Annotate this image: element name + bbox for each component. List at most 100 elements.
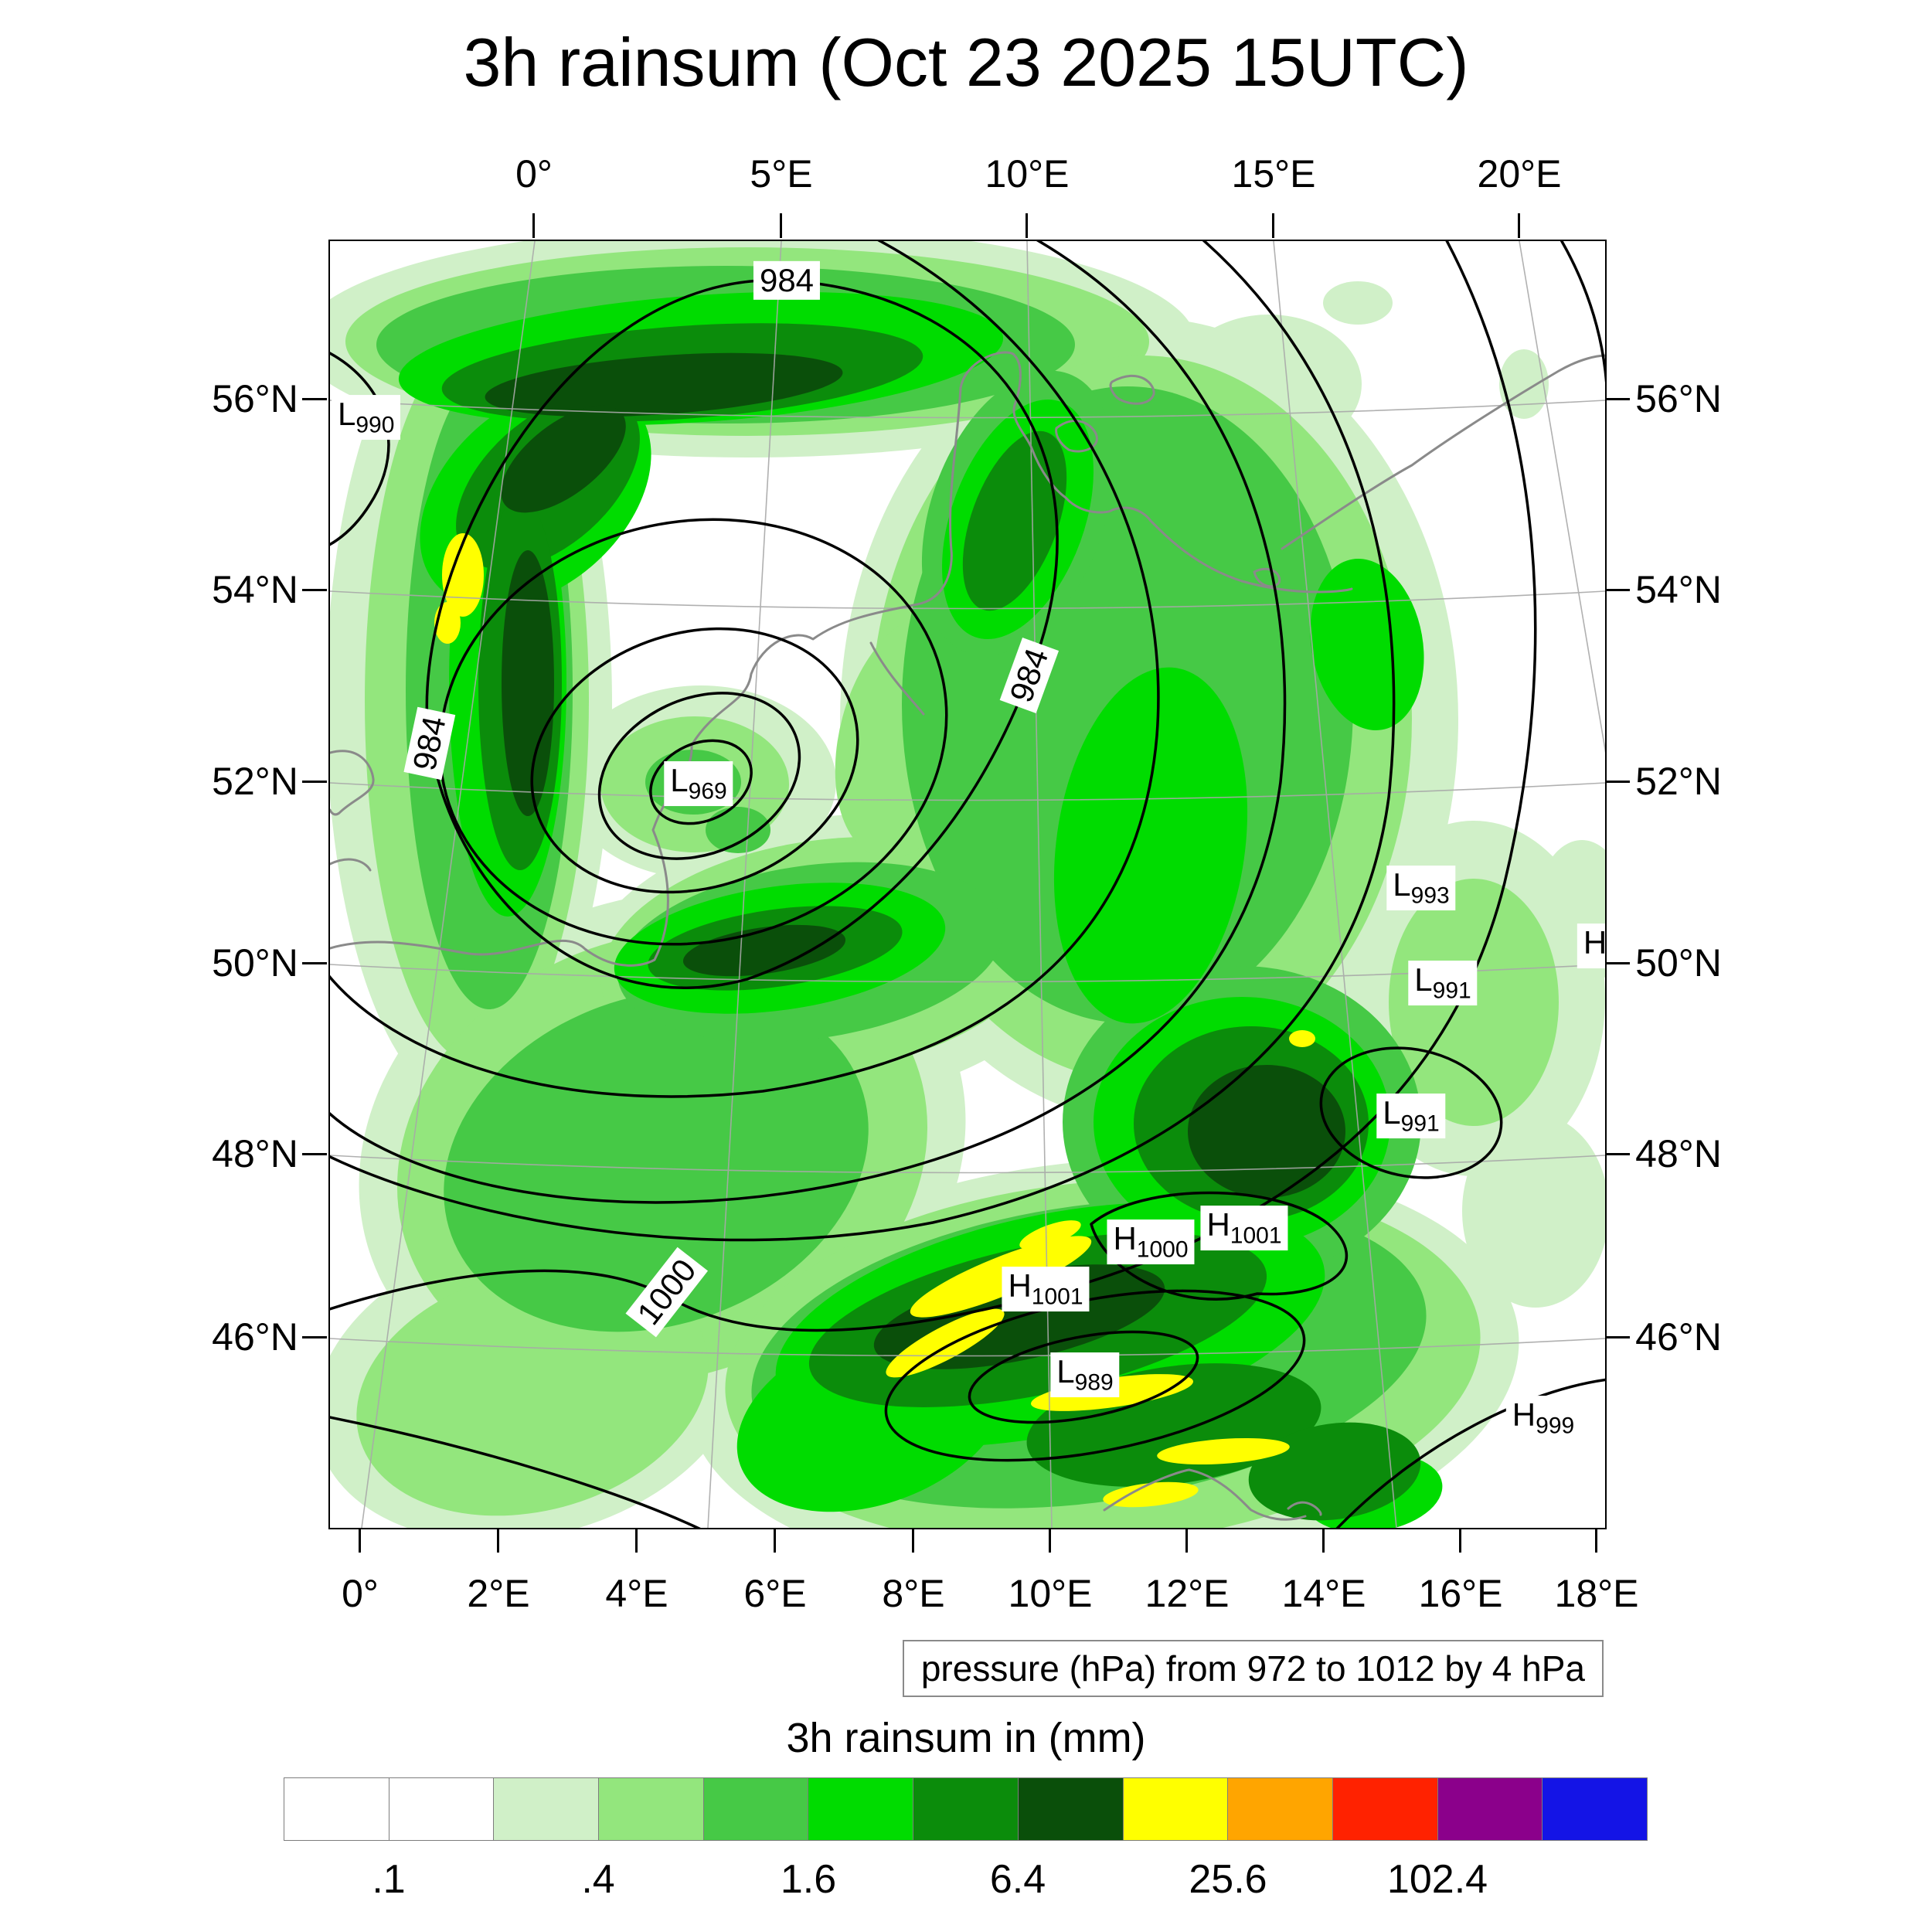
pressure-center-label: L989 bbox=[1050, 1352, 1120, 1397]
axis-label-left: 50°N bbox=[212, 941, 298, 985]
axis-label-bottom: 6°E bbox=[743, 1572, 807, 1615]
pressure-center-label: H1000 bbox=[1107, 1219, 1195, 1264]
colorbar-tick-label: .1 bbox=[372, 1857, 406, 1902]
pressure-center-label: H1001 bbox=[1002, 1267, 1090, 1311]
center-value: 993 bbox=[1410, 883, 1450, 909]
axis-label-bottom: 0° bbox=[342, 1572, 379, 1615]
center-value: 1001 bbox=[1031, 1284, 1083, 1310]
axis-tick bbox=[302, 1153, 327, 1155]
axis-label-right: 50°N bbox=[1635, 941, 1722, 985]
colorbar-tick-label: 25.6 bbox=[1189, 1857, 1267, 1902]
axis-tick bbox=[302, 781, 327, 783]
axis-label-right: 56°N bbox=[1635, 377, 1722, 420]
axis-tick bbox=[1459, 1528, 1461, 1553]
colorbar-labels: .1 .4 1.6 6.4 25.6 102.4 bbox=[284, 1856, 1648, 1906]
axis-label-right: 52°N bbox=[1635, 760, 1722, 803]
colorbar-tick-label: .4 bbox=[581, 1857, 615, 1902]
axis-tick bbox=[1049, 1528, 1051, 1553]
axis-label-left: 46°N bbox=[212, 1315, 298, 1359]
axis-tick bbox=[1605, 1336, 1630, 1338]
axis-tick bbox=[302, 589, 327, 591]
axis-tick bbox=[912, 1528, 914, 1553]
axis-tick bbox=[780, 213, 782, 238]
pressure-center-label: L991 bbox=[1408, 961, 1478, 1005]
colorbar-cell bbox=[388, 1777, 495, 1841]
center-letter: L bbox=[1414, 961, 1433, 998]
axis-label-bottom: 14°E bbox=[1281, 1572, 1366, 1615]
axis-tick bbox=[532, 213, 535, 238]
center-value: 969 bbox=[688, 778, 727, 804]
colorbar-cell bbox=[1227, 1777, 1333, 1841]
colorbar-cell bbox=[493, 1777, 600, 1841]
colorbar-cell bbox=[808, 1777, 914, 1841]
axis-label-bottom: 18°E bbox=[1554, 1572, 1639, 1615]
center-value: 990 bbox=[355, 412, 395, 438]
colorbar-tick-label: 102.4 bbox=[1386, 1857, 1488, 1902]
axis-tick bbox=[302, 962, 327, 964]
center-letter: H bbox=[1206, 1206, 1230, 1243]
axis-label-bottom: 16°E bbox=[1418, 1572, 1503, 1615]
axis-tick bbox=[302, 398, 327, 400]
axis-label-left: 54°N bbox=[212, 568, 298, 611]
colorbar-cell bbox=[1332, 1777, 1438, 1841]
axis-label-right: 54°N bbox=[1635, 568, 1722, 611]
axis-label-left: 48°N bbox=[212, 1132, 298, 1175]
colorbar-cell bbox=[702, 1777, 809, 1841]
colorbar bbox=[284, 1777, 1648, 1841]
center-value: 989 bbox=[1074, 1369, 1114, 1396]
axis-tick bbox=[774, 1528, 776, 1553]
axis-label-bottom: 12°E bbox=[1145, 1572, 1230, 1615]
axis-tick bbox=[635, 1528, 638, 1553]
pressure-center-label: H1001 bbox=[1200, 1206, 1288, 1250]
axis-tick bbox=[1518, 213, 1520, 238]
axis-tick bbox=[1605, 781, 1630, 783]
pressure-center-label: L991 bbox=[1376, 1094, 1446, 1138]
center-letter: L bbox=[338, 396, 356, 433]
center-value: 991 bbox=[1432, 978, 1471, 1004]
pressure-center-label: H999 bbox=[1505, 1396, 1581, 1440]
contour-label: 984 bbox=[753, 260, 821, 301]
axis-label-top: 10°E bbox=[985, 152, 1070, 196]
axis-tick bbox=[1605, 1153, 1630, 1155]
colorbar-cell bbox=[1542, 1777, 1648, 1841]
axis-label-bottom: 4°E bbox=[605, 1572, 668, 1615]
center-letter: H bbox=[1583, 924, 1607, 961]
colorbar-cell bbox=[1017, 1777, 1124, 1841]
center-value: 991 bbox=[1400, 1111, 1440, 1137]
axis-label-bottom: 10°E bbox=[1008, 1572, 1093, 1615]
center-letter: H bbox=[1008, 1267, 1032, 1304]
axis-tick bbox=[1272, 213, 1274, 238]
axis-label-left: 56°N bbox=[212, 377, 298, 420]
colorbar-cell bbox=[913, 1777, 1019, 1841]
colorbar-cell bbox=[1122, 1777, 1229, 1841]
center-letter: H bbox=[1512, 1396, 1536, 1434]
colorbar-cell bbox=[1437, 1777, 1543, 1841]
axis-tick bbox=[1595, 1528, 1597, 1553]
coastlines bbox=[330, 351, 1605, 1521]
pressure-center-label: H bbox=[1577, 923, 1607, 968]
axis-label-bottom: 8°E bbox=[882, 1572, 945, 1615]
axis-label-right: 46°N bbox=[1635, 1315, 1722, 1359]
center-value: 1000 bbox=[1136, 1236, 1189, 1263]
center-value: 999 bbox=[1536, 1413, 1575, 1439]
map-panel: 984 984 984 1000 L990 L969 L993 L991 H L… bbox=[328, 240, 1607, 1529]
axis-label-top: 15°E bbox=[1231, 152, 1316, 196]
axis-tick bbox=[302, 1336, 327, 1338]
axis-tick bbox=[359, 1528, 361, 1553]
pressure-center-label: L993 bbox=[1386, 866, 1456, 910]
center-letter: H bbox=[1113, 1220, 1137, 1257]
center-value: 1001 bbox=[1230, 1223, 1282, 1249]
axis-label-left: 52°N bbox=[212, 760, 298, 803]
axis-tick bbox=[1605, 589, 1630, 591]
axis-label-right: 48°N bbox=[1635, 1132, 1722, 1175]
colorbar-tick-label: 1.6 bbox=[780, 1857, 837, 1902]
axis-tick bbox=[1605, 398, 1630, 400]
colorbar-cell bbox=[284, 1777, 389, 1841]
center-letter: L bbox=[1056, 1353, 1075, 1390]
pressure-center-label: L990 bbox=[332, 395, 401, 440]
axis-tick bbox=[1322, 1528, 1325, 1553]
colorbar-tick-label: 6.4 bbox=[989, 1857, 1046, 1902]
colorbar-cell bbox=[598, 1777, 704, 1841]
center-letter: L bbox=[1383, 1094, 1401, 1131]
